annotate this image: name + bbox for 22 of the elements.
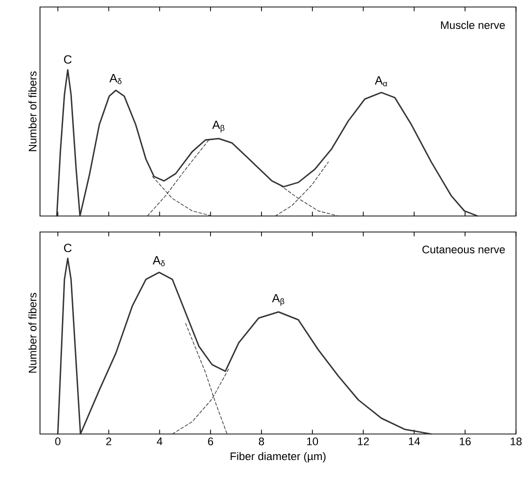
text: Cutaneous nerve [422,246,505,254]
annotation: C [64,244,72,252]
x-tick-label: 16 [460,438,471,446]
annotation: C [64,55,72,64]
x-axis-title: Fiber diameter (µm) [230,452,326,462]
x-tick-label: 4 [156,438,162,446]
x-tick-label: 6 [208,438,214,446]
annotation: A$_{β}$ [212,120,224,132]
x-tick-label: 10 [307,438,318,446]
annotation: A$_{δ}$ [109,74,122,84]
y-axis-title: Number of fibers [28,292,36,373]
x-tick-label: 0 [55,438,60,446]
annotation: A$_{α}$ [374,76,388,86]
x-tick-label: 8 [258,438,264,446]
text: Muscle nerve [441,20,505,30]
annotation: A$_{β}$ [272,294,284,306]
annotation: A$_{δ}$ [152,256,165,266]
x-tick-label: 2 [106,438,112,446]
x-tick-label: 14 [408,438,420,446]
x-tick-label: 18 [510,438,522,446]
x-tick-label: 12 [358,438,369,446]
y-axis-title: Number of fibers [28,71,36,152]
